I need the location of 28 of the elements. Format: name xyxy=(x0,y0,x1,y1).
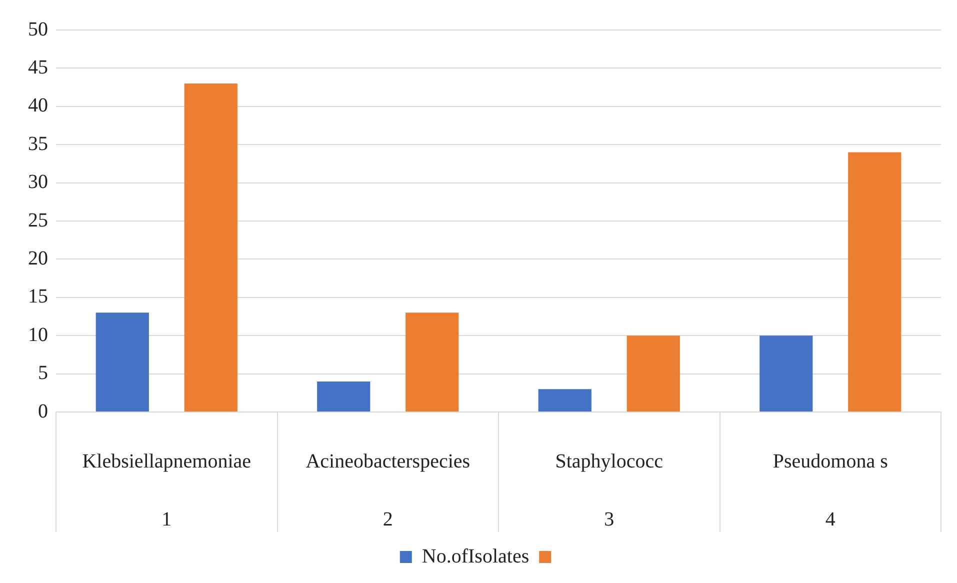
legend-label: No.ofIsolates xyxy=(422,545,530,568)
bar xyxy=(760,336,813,412)
y-tick-label: 10 xyxy=(28,324,48,346)
y-tick-label: 15 xyxy=(28,286,48,308)
y-tick-label: 0 xyxy=(38,400,48,422)
text: 4 xyxy=(825,508,836,530)
y-tick-label: 5 xyxy=(38,362,48,384)
y-tick-label: 35 xyxy=(28,132,48,155)
text: 3 xyxy=(604,508,614,530)
x-tick-label: Pseudomona s xyxy=(772,450,888,472)
y-tick-label: 30 xyxy=(28,171,48,194)
bar xyxy=(538,389,592,412)
bar xyxy=(406,312,459,412)
x-tick-label: Acineobacterspecies xyxy=(306,450,470,472)
x-tick-label: Klebsiellapnemoniae xyxy=(82,450,252,472)
bar xyxy=(317,381,370,412)
y-tick-label: 45 xyxy=(28,56,48,78)
y-tick-label: 50 xyxy=(28,18,48,40)
bar xyxy=(96,312,149,412)
y-tick-label: 20 xyxy=(28,247,48,270)
y-tick-label: 25 xyxy=(28,209,48,232)
text: 2 xyxy=(382,508,393,530)
bar xyxy=(626,336,680,412)
bar xyxy=(184,83,238,412)
y-tick-label: 40 xyxy=(28,94,48,117)
x-tick-label: Staphylococc xyxy=(555,450,664,472)
bar xyxy=(848,152,902,412)
text: 1 xyxy=(162,508,172,530)
